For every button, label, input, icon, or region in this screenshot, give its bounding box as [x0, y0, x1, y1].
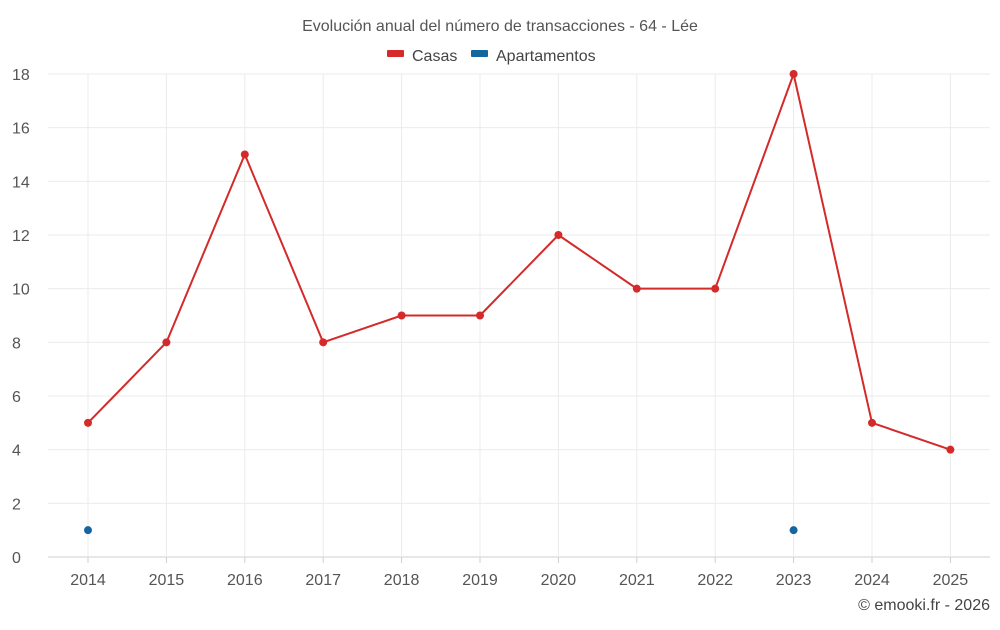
x-tick-label: 2019 [462, 572, 498, 589]
credit-text: © emooki.fr - 2026 [858, 597, 990, 614]
x-tick-label: 2021 [619, 572, 655, 589]
x-tick-label: 2016 [227, 572, 263, 589]
y-tick-label: 8 [12, 335, 21, 352]
series-casas [84, 70, 955, 454]
data-point-casas[interactable] [84, 418, 92, 427]
y-tick-label: 18 [12, 67, 30, 84]
legend-swatch-apartamentos [471, 50, 488, 57]
series [84, 70, 955, 535]
x-tick-label: 2014 [70, 572, 106, 589]
y-tick-label: 0 [12, 550, 21, 567]
x-tick-label: 2024 [854, 572, 890, 589]
data-point-casas[interactable] [711, 284, 720, 293]
x-tick-label: 2023 [776, 572, 812, 589]
x-tick-label: 2025 [933, 572, 969, 589]
legend-label-casas: Casas [412, 48, 457, 65]
data-point-casas[interactable] [240, 150, 249, 159]
x-tick-label: 2015 [149, 572, 185, 589]
series-apartamentos [84, 526, 798, 535]
legend-swatch-casas [387, 50, 404, 57]
y-tick-label: 16 [12, 121, 30, 138]
y-tick-label: 14 [12, 174, 30, 191]
legend-item-apartamentos[interactable]: Apartamentos [471, 48, 596, 65]
data-point-casas[interactable] [554, 231, 563, 239]
data-point-casas[interactable] [162, 338, 171, 347]
y-axis: 0 2 4 6 8 10 12 14 16 18 [12, 67, 30, 567]
data-point-casas[interactable] [946, 445, 955, 454]
data-point-casas[interactable] [397, 311, 406, 320]
data-point-casas[interactable] [319, 338, 328, 347]
series-line-casas [87, 73, 951, 451]
y-tick-label: 4 [12, 443, 21, 460]
grid [48, 73, 990, 558]
data-point-apartamentos[interactable] [84, 526, 92, 535]
x-tick-label: 2020 [541, 572, 577, 589]
y-tick-label: 2 [12, 496, 21, 513]
x-tick-label: 2018 [384, 572, 420, 589]
data-point-casas[interactable] [789, 70, 798, 78]
data-point-casas[interactable] [476, 311, 484, 320]
legend-label-apartamentos: Apartamentos [496, 48, 596, 65]
data-point-casas[interactable] [632, 284, 641, 293]
legend: Casas Apartamentos [387, 48, 596, 65]
chart-title: Evolución anual del número de transaccio… [302, 18, 698, 35]
y-tick-label: 10 [12, 282, 30, 299]
data-point-apartamentos[interactable] [789, 526, 798, 535]
y-tick-label: 12 [12, 228, 30, 245]
x-axis: 2014 2015 2016 2017 2018 2019 2020 2021 2022 2023… [70, 557, 968, 589]
legend-item-casas[interactable]: Casas [387, 48, 457, 65]
data-point-casas[interactable] [868, 418, 876, 427]
y-tick-label: 6 [12, 389, 21, 406]
x-tick-label: 2017 [305, 572, 341, 589]
x-tick-label: 2022 [697, 572, 733, 589]
